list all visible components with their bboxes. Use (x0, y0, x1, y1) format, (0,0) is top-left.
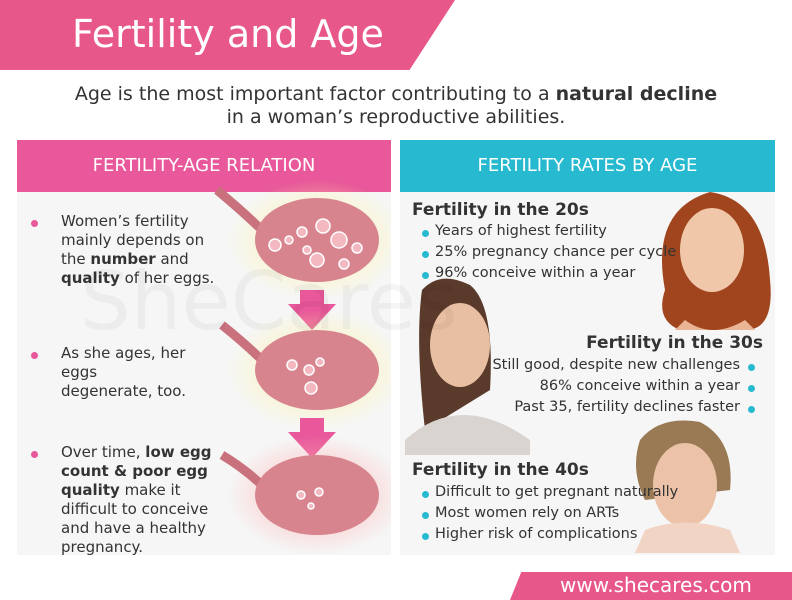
portraits (405, 192, 771, 553)
right-panel-title: FERTILITY RATES BY AGE (400, 140, 775, 192)
section-heading: Fertility in the 20s (412, 200, 589, 220)
bullet (31, 220, 38, 227)
bullet (422, 251, 429, 258)
intro-text: Age is the most important factor contrib… (74, 83, 550, 105)
egg-diagram (214, 180, 391, 555)
bullet (422, 533, 429, 540)
intro-text: in a woman’s reproductive abilities. (226, 106, 566, 128)
section-heading: Fertility in the 30s (586, 333, 763, 353)
right-panel: FERTILITY RATES BY AGE Fertility in the … (400, 140, 775, 555)
item-bold: low egg count & poor egg quality (61, 443, 212, 499)
item-text: and (160, 250, 189, 268)
bullet (422, 230, 429, 237)
left-item: As she ages, her eggs degenerate, too. (61, 344, 186, 401)
item-text: of her eggs. (124, 269, 215, 287)
item-bold: number (90, 250, 156, 268)
item-text: make it difficult to conceive and have a… (61, 481, 209, 556)
intro-bold: natural decline (555, 83, 718, 105)
section-heading: Fertility in the 40s (412, 460, 589, 480)
footer-url: www.shecares.com (560, 573, 752, 597)
intro: Age is the most important factor contrib… (60, 83, 732, 129)
item-bold: quality (61, 269, 120, 287)
bullet-text: Years of highest fertility (435, 223, 607, 239)
bullet-text: 86% conceive within a year (539, 378, 740, 394)
item-text: As she ages, her eggs degenerate, too. (61, 344, 186, 400)
left-item: Women’s fertility mainly depends on the … (61, 212, 233, 288)
bullet (748, 385, 755, 392)
bullet (422, 491, 429, 498)
bullet-text: Still good, despite new challenges (492, 357, 740, 373)
bullet (748, 406, 755, 413)
bullet-text: Difficult to get pregnant naturally (435, 484, 679, 500)
bullet (748, 364, 755, 371)
watermark: SheCares (80, 255, 458, 348)
bullet-text: Most women rely on ARTs (435, 505, 620, 521)
left-panel: FERTILITY-AGE RELATION Women’s fertility… (17, 140, 391, 557)
bullet-text: Higher risk of complications (435, 526, 638, 542)
item-text: Women’s fertility mainly depends on the (61, 212, 205, 268)
bullet-text: 25% pregnancy chance per cycle (435, 244, 677, 260)
bullet (422, 272, 429, 279)
bullet (31, 451, 38, 458)
bullet (31, 352, 38, 359)
page-title: Fertility and Age (72, 12, 384, 56)
bullet-text: Past 35, fertility declines faster (514, 399, 740, 415)
bullet (422, 512, 429, 519)
left-item: Over time, low egg count & poor egg qual… (61, 443, 239, 557)
footer-banner: www.shecares.com (510, 572, 792, 600)
item-text: Over time, (61, 443, 141, 461)
bullet-text: 96% conceive within a year (435, 265, 636, 281)
header-banner (0, 0, 455, 70)
